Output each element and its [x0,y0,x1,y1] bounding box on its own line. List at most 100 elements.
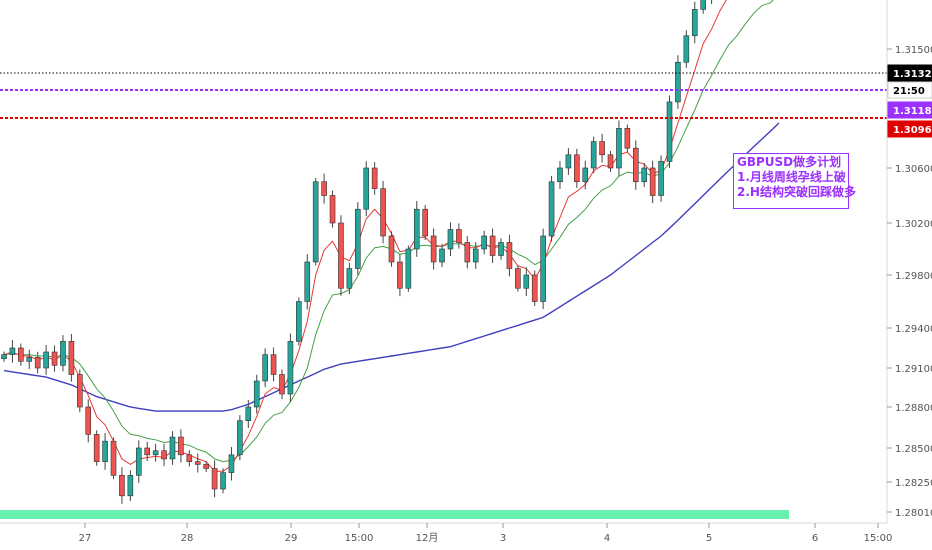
candle [102,432,108,470]
ema-slow-line [3,122,780,412]
candle [582,160,589,190]
candle [127,470,134,501]
candle [371,162,378,195]
candle-body [329,195,336,224]
candle-body [607,154,614,169]
candle-body [498,242,504,256]
candle-body [405,248,412,289]
price-tag-bg [887,101,932,119]
candle [203,460,209,472]
price-tag-bg [887,64,932,82]
price-tick-label: 1.31500 [895,45,932,56]
candle-body [616,128,622,169]
candle [456,223,462,249]
candle-body [85,406,92,435]
candle-body [658,161,664,196]
candle [144,441,151,461]
candle [363,161,370,217]
candle-body [649,167,656,196]
candle-body [574,154,580,183]
candle-body [599,141,605,156]
candle-body [397,261,403,289]
candle-body [683,35,690,63]
candle [312,178,319,266]
candle-body [9,347,16,355]
price-tags: 1.31321 21:50 1.31187 1.30969 [887,64,932,138]
candle [26,349,33,369]
price-axis[interactable]: 1.31500 1.30600 1.30200 1.29800 1.29400 1.291… [887,45,932,519]
candle [338,215,344,296]
candle [34,351,41,374]
candle [287,333,294,402]
candle [464,236,471,269]
candle-body [279,374,285,395]
candle-body [413,208,420,250]
candle [135,440,142,483]
candle [540,228,546,310]
trade-plan-note[interactable]: GBPUSD做多计划 1.月线周线孕线上破 2.H结构突破回踩做多 [733,153,856,209]
candle-body [456,229,462,243]
candle-body [691,9,698,37]
candle-body [422,208,428,237]
candle [77,369,83,413]
candle [489,228,496,263]
time-tick-label: 5 [706,533,712,544]
candle-body [34,357,41,369]
candle [43,344,49,375]
price-tick-label: 1.28250 [895,478,932,489]
candle-body [590,141,597,169]
candle [711,0,713,4]
candle [161,443,167,467]
candle [304,254,311,310]
candle [346,262,353,295]
candle-body [321,181,327,196]
candle-body [93,434,100,462]
candle-body [43,351,49,369]
candle-body [270,354,277,375]
candle [211,460,218,498]
candle-body [110,440,117,476]
candle-body [557,167,563,183]
candle [237,415,243,461]
candle [632,140,639,190]
candle [178,429,184,463]
candle [422,205,428,240]
candle-body [144,447,151,456]
candle-body [531,274,538,302]
candle-body [68,341,75,375]
time-tick-label: 29 [285,533,298,544]
candle-body [371,167,378,189]
price-tag-label: 21:50 [893,86,925,97]
candle [624,124,631,152]
candle-body [506,242,513,269]
candle-body [119,475,125,497]
candle [329,190,336,228]
price-levels[interactable] [0,72,887,119]
ema-mid-line [3,0,774,463]
candle-body [515,268,521,289]
candle [481,230,487,255]
candle-body [127,475,134,497]
time-tick-label: 3 [500,533,506,544]
candle-body [582,167,589,183]
candle [119,467,125,504]
candle [649,160,656,204]
time-axis[interactable]: 27 28 29 15:00 12月 3 4 5 6 15:00 [79,523,893,544]
candle [220,468,226,494]
candle-body [355,208,361,269]
time-tick-label: 6 [812,533,818,544]
candle-body [237,420,243,456]
time-tick-label: 15:00 [345,533,374,544]
candle [447,222,454,257]
candle-body [363,167,370,210]
candle [590,136,597,174]
candle [253,374,260,414]
note-line-title: GBPUSD做多计划 [737,155,842,169]
candle [599,133,605,163]
price-tick-label: 1.30200 [895,219,932,230]
candle-body [245,406,252,421]
price-tag: 1.31187 [887,101,932,119]
price-tick-label: 1.28800 [895,403,932,414]
note-line-1: 1.月线周线孕线上破 [737,170,846,184]
